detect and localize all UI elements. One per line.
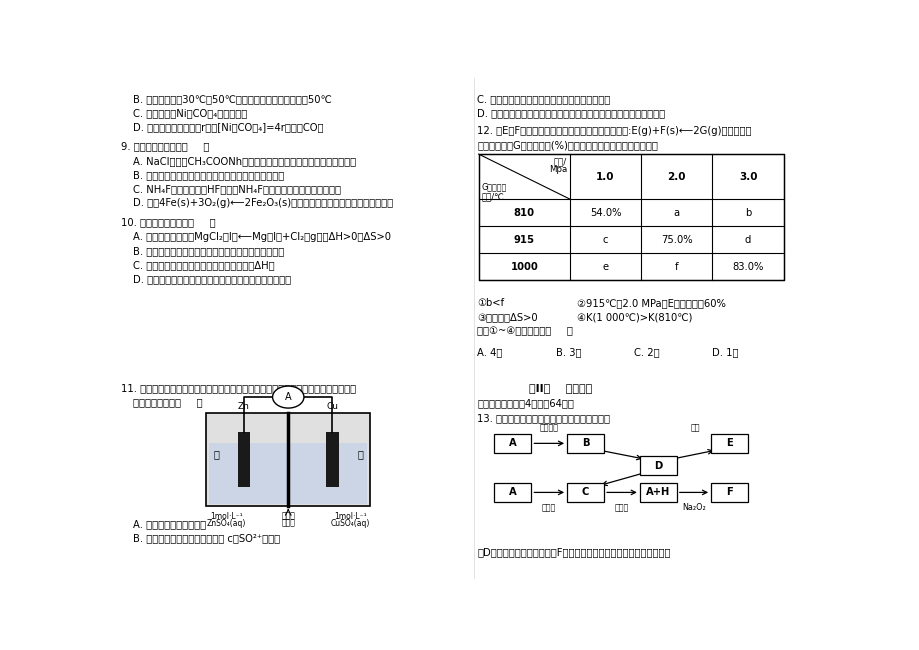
- Text: C: C: [581, 488, 589, 497]
- Bar: [478, 154, 783, 280]
- Text: 乙: 乙: [357, 449, 363, 460]
- Bar: [238, 432, 250, 487]
- Text: C. NH₄F水溶液中含有HF，因此NH₄F溶液不能存放于玻璃试剂瓶中: C. NH₄F水溶液中含有HF，因此NH₄F溶液不能存放于玻璃试剂瓶中: [132, 184, 340, 194]
- Text: 54.0%: 54.0%: [589, 207, 620, 218]
- Text: A: A: [508, 438, 516, 448]
- Text: E: E: [725, 438, 732, 448]
- Bar: [494, 434, 531, 453]
- Text: 关叙述正确的是（     ）: 关叙述正确的是（ ）: [132, 397, 202, 408]
- Text: Na₂O₂: Na₂O₂: [681, 503, 705, 512]
- Text: 1.0: 1.0: [596, 172, 614, 181]
- Text: A: A: [285, 392, 291, 402]
- Bar: [566, 483, 604, 502]
- Text: B. 电池工作一段时间后，甲池的 c（SO²⁺）减小: B. 电池工作一段时间后，甲池的 c（SO²⁺）减小: [132, 534, 279, 543]
- Text: 二、非选择题（兲4题，全64分）: 二、非选择题（兲4题，全64分）: [477, 398, 573, 408]
- Text: 氢水: 氢水: [690, 423, 699, 432]
- Text: c: c: [602, 235, 607, 244]
- Text: 2.0: 2.0: [667, 172, 686, 181]
- Bar: [566, 434, 604, 453]
- Text: A. 锐电极上发生氧化反应: A. 锐电极上发生氧化反应: [132, 519, 206, 530]
- Text: 1000: 1000: [510, 262, 538, 272]
- Text: Mpa: Mpa: [549, 165, 566, 174]
- Bar: [639, 456, 676, 475]
- Text: 1mol·L⁻¹: 1mol·L⁻¹: [210, 512, 243, 521]
- Text: 810: 810: [513, 207, 534, 218]
- Text: D. 阴阳离子分别通过交换膜向负极和正极移动，保持溶液中电荷平衡: D. 阴阳离子分别通过交换膜向负极和正极移动，保持溶液中电荷平衡: [477, 108, 664, 118]
- Bar: [710, 483, 747, 502]
- Text: 将D溶液滴入永水中可得到以F为分散质的红揭色体。请回答下列问题：: 将D溶液滴入永水中可得到以F为分散质的红揭色体。请回答下列问题：: [477, 547, 670, 558]
- Text: 压强/: 压强/: [553, 157, 566, 166]
- Text: D. 该反应达到平衡时，r生成[Ni（CO）₄]=4r生成（CO）: D. 该反应达到平衡时，r生成[Ni（CO）₄]=4r生成（CO）: [132, 122, 323, 132]
- Text: f: f: [675, 262, 678, 272]
- Text: a: a: [673, 207, 679, 218]
- Text: ZnSO₄(aq): ZnSO₄(aq): [207, 519, 245, 528]
- Text: 13. 中学化学中几种常见物质的转化关系如下：: 13. 中学化学中几种常见物质的转化关系如下：: [477, 413, 609, 423]
- Text: C. 电池工作一段时间后，乙池溶液的总质量增加: C. 电池工作一段时间后，乙池溶液的总质量增加: [477, 94, 610, 104]
- Text: 第II卷    非选择题: 第II卷 非选择题: [528, 384, 591, 393]
- Text: C. 使用催化剂能够降低化学反应的反应热（ΔH）: C. 使用催化剂能够降低化学反应的反应热（ΔH）: [132, 260, 274, 270]
- Text: B: B: [581, 438, 589, 448]
- Text: 915: 915: [513, 235, 534, 244]
- Text: 稀硫酸: 稀硫酸: [541, 503, 556, 512]
- Bar: [710, 434, 747, 453]
- Bar: [209, 443, 367, 504]
- Text: D. 醓蓄电池在放电过程中，负极质量减小，正极质量增加: D. 醓蓄电池在放电过程中，负极质量减小，正极质量增加: [132, 274, 290, 284]
- Bar: [206, 413, 369, 506]
- Text: D. 1个: D. 1个: [711, 347, 738, 358]
- Bar: [639, 483, 676, 502]
- Text: e: e: [602, 262, 608, 272]
- Text: 交换膜: 交换膜: [281, 519, 295, 528]
- Text: 12. 将E和F加入密闭容器中，在一定条件下发生反应:E(g)+F(s)⟵2G(g)。忽略固体: 12. 将E和F加入密闭容器中，在一定条件下发生反应:E(g)+F(s)⟵2G(…: [477, 126, 751, 136]
- Text: C. 2个: C. 2个: [633, 347, 659, 358]
- Text: 83.0%: 83.0%: [732, 262, 763, 272]
- Text: 阳离子: 阳离子: [281, 512, 295, 521]
- Text: B. 原电池中发生的反应达平衡时，该电池仍有电流产生: B. 原电池中发生的反应达平衡时，该电池仍有电流产生: [132, 170, 284, 180]
- Bar: [478, 154, 783, 280]
- Text: 体积，平衡时G的体积分数(%)随温度和压强的变化如下表所示：: 体积，平衡时G的体积分数(%)随温度和压强的变化如下表所示：: [477, 140, 657, 150]
- Text: ③该反应的ΔS>0: ③该反应的ΔS>0: [477, 312, 538, 322]
- Text: B. 第一阶段，在30℃和50℃两者之间选择反应温度，送50℃: B. 第一阶段，在30℃和50℃两者之间选择反应温度，送50℃: [132, 94, 331, 104]
- Text: Cu: Cu: [326, 402, 338, 411]
- Text: ④K(1 000℃)>K(810℃): ④K(1 000℃)>K(810℃): [576, 312, 692, 322]
- Text: 75.0%: 75.0%: [661, 235, 692, 244]
- Text: D. 反应4Fe(s)+3O₂(g)⟵2Fe₂O₃(s)常温下可自发进行，该反应为吸热反应: D. 反应4Fe(s)+3O₂(g)⟵2Fe₂O₃(s)常温下可自发进行，该反应…: [132, 198, 392, 208]
- Text: d: d: [744, 235, 751, 244]
- Text: C. 第二阶段，Ni（CO）₄分解率较低: C. 第二阶段，Ni（CO）₄分解率较低: [132, 108, 247, 118]
- Text: A. 4个: A. 4个: [477, 347, 502, 358]
- Text: 双氧水: 双氧水: [614, 503, 629, 512]
- Text: 甲: 甲: [213, 449, 219, 460]
- Text: b: b: [744, 207, 751, 218]
- Text: A. NaCl溶液和CH₃COONh溶液均显中性，两溶液中水的电离程度相同: A. NaCl溶液和CH₃COONh溶液均显中性，两溶液中水的电离程度相同: [132, 156, 356, 166]
- Text: B. 金属发生吸氧腐蚀时，被腐蚀的速率与氧气浓度无关: B. 金属发生吸氧腐蚀时，被腐蚀的速率与氧气浓度无关: [132, 246, 284, 256]
- Text: A. 一定温度下，反应MgCl₂（l）⟵Mg（l）+Cl₂（g）的ΔH>0、ΔS>0: A. 一定温度下，反应MgCl₂（l）⟵Mg（l）+Cl₂（g）的ΔH>0、ΔS…: [132, 232, 391, 242]
- Text: A+H: A+H: [645, 488, 670, 497]
- Text: 9. 下列叙述正确的是（     ）: 9. 下列叙述正确的是（ ）: [120, 141, 209, 151]
- Bar: [494, 483, 531, 502]
- Text: G体积分数: G体积分数: [481, 182, 506, 191]
- Text: 过量硫酸: 过量硫酸: [539, 423, 558, 432]
- Text: B. 3个: B. 3个: [555, 347, 581, 358]
- Text: F: F: [725, 488, 732, 497]
- Text: 上述①~④中正确的有（     ）: 上述①~④中正确的有（ ）: [477, 326, 573, 336]
- Text: A: A: [508, 488, 516, 497]
- Text: 3.0: 3.0: [738, 172, 756, 181]
- Text: ②915℃、2.0 MPa时E的转化率为60%: ②915℃、2.0 MPa时E的转化率为60%: [576, 298, 725, 308]
- Text: 温度/℃: 温度/℃: [481, 192, 504, 201]
- Bar: [326, 432, 338, 487]
- Text: 10. 下列叙述正确的是（     ）: 10. 下列叙述正确的是（ ）: [120, 217, 215, 227]
- Text: 11. 锤钐原电池装置如图所示，其中阳离子交换膜只允许阳离子和水分子通过。下列有: 11. 锤钐原电池装置如图所示，其中阳离子交换膜只允许阳离子和水分子通过。下列有: [120, 384, 356, 393]
- Text: ①b<f: ①b<f: [477, 298, 504, 308]
- Text: Zn: Zn: [238, 402, 250, 411]
- Text: D: D: [653, 461, 662, 471]
- Circle shape: [272, 386, 303, 408]
- Text: 1mol·L⁻¹: 1mol·L⁻¹: [334, 512, 366, 521]
- Text: CuSO₄(aq): CuSO₄(aq): [330, 519, 369, 528]
